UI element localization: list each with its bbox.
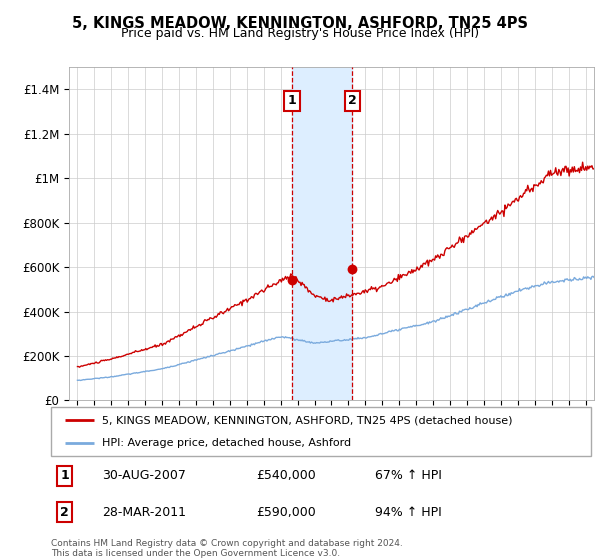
Text: 2: 2 — [60, 506, 69, 519]
Point — [287, 276, 296, 285]
Text: 28-MAR-2011: 28-MAR-2011 — [103, 506, 187, 519]
Text: 30-AUG-2007: 30-AUG-2007 — [103, 469, 186, 482]
Text: 2: 2 — [348, 94, 357, 107]
Text: 94% ↑ HPI: 94% ↑ HPI — [375, 506, 442, 519]
Text: 1: 1 — [287, 94, 296, 107]
Bar — [292, 67, 352, 400]
Text: £590,000: £590,000 — [256, 506, 316, 519]
Text: 1: 1 — [60, 469, 69, 482]
Text: 67% ↑ HPI: 67% ↑ HPI — [375, 469, 442, 482]
Text: £540,000: £540,000 — [256, 469, 316, 482]
Text: HPI: Average price, detached house, Ashford: HPI: Average price, detached house, Ashf… — [103, 438, 352, 448]
Text: 5, KINGS MEADOW, KENNINGTON, ASHFORD, TN25 4PS: 5, KINGS MEADOW, KENNINGTON, ASHFORD, TN… — [72, 16, 528, 31]
FancyBboxPatch shape — [51, 407, 591, 456]
Text: Contains HM Land Registry data © Crown copyright and database right 2024.
This d: Contains HM Land Registry data © Crown c… — [51, 539, 403, 558]
Text: 5, KINGS MEADOW, KENNINGTON, ASHFORD, TN25 4PS (detached house): 5, KINGS MEADOW, KENNINGTON, ASHFORD, TN… — [103, 416, 513, 426]
Point — [347, 265, 357, 274]
Text: Price paid vs. HM Land Registry's House Price Index (HPI): Price paid vs. HM Land Registry's House … — [121, 27, 479, 40]
